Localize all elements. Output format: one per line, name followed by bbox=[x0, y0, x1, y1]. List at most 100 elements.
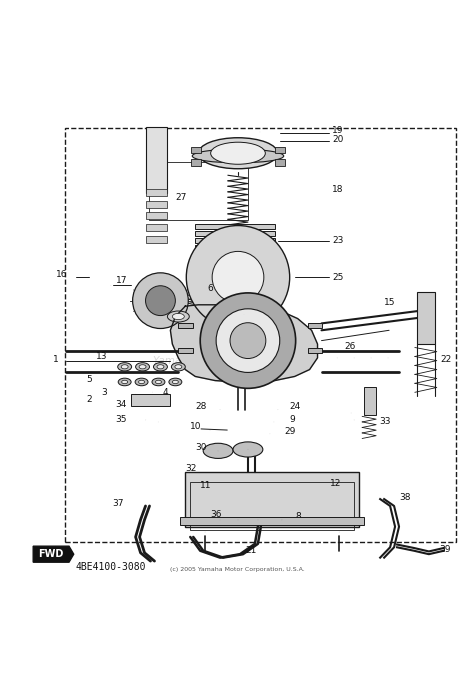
Text: 5: 5 bbox=[86, 375, 91, 384]
Text: 28: 28 bbox=[195, 402, 207, 410]
Ellipse shape bbox=[118, 378, 131, 386]
Text: FWD: FWD bbox=[38, 549, 64, 560]
Text: 30: 30 bbox=[195, 443, 207, 452]
Text: 15: 15 bbox=[384, 298, 396, 307]
Ellipse shape bbox=[210, 142, 265, 164]
Text: 8: 8 bbox=[296, 512, 301, 521]
Text: 39: 39 bbox=[439, 545, 450, 554]
Bar bbox=[191, 147, 201, 153]
Ellipse shape bbox=[122, 380, 128, 384]
Bar bbox=[131, 394, 170, 406]
Text: 29: 29 bbox=[285, 427, 296, 436]
Ellipse shape bbox=[173, 313, 184, 319]
Text: 9: 9 bbox=[290, 415, 295, 424]
Ellipse shape bbox=[192, 149, 284, 163]
Ellipse shape bbox=[203, 443, 233, 458]
Text: 4BE4100-3080: 4BE4100-3080 bbox=[76, 562, 146, 572]
Ellipse shape bbox=[136, 363, 149, 371]
Bar bbox=[190, 482, 354, 530]
Bar bbox=[364, 387, 376, 415]
Text: 24: 24 bbox=[290, 402, 301, 410]
Text: 35: 35 bbox=[116, 415, 127, 424]
Bar bbox=[148, 161, 248, 220]
Text: 26: 26 bbox=[345, 341, 356, 351]
Text: 32: 32 bbox=[185, 464, 197, 473]
Ellipse shape bbox=[135, 378, 148, 386]
Polygon shape bbox=[170, 305, 318, 382]
Text: (c) 2005 Yamaha Motor Corporation, U.S.A.: (c) 2005 Yamaha Motor Corporation, U.S.A… bbox=[170, 566, 304, 572]
Bar bbox=[146, 201, 167, 208]
Ellipse shape bbox=[155, 380, 162, 384]
Ellipse shape bbox=[172, 363, 185, 371]
Text: 20: 20 bbox=[332, 135, 344, 144]
Text: 34: 34 bbox=[116, 399, 127, 408]
Text: 22: 22 bbox=[441, 355, 452, 364]
Circle shape bbox=[216, 308, 280, 372]
Bar bbox=[146, 224, 167, 231]
Text: 38: 38 bbox=[399, 493, 410, 502]
Bar bbox=[195, 231, 275, 236]
Ellipse shape bbox=[233, 442, 263, 457]
Bar bbox=[417, 292, 435, 344]
Text: 21: 21 bbox=[245, 547, 256, 555]
Circle shape bbox=[186, 226, 290, 329]
Text: 37: 37 bbox=[113, 499, 124, 508]
Bar bbox=[195, 245, 275, 250]
Circle shape bbox=[133, 273, 188, 328]
Ellipse shape bbox=[118, 363, 132, 371]
Circle shape bbox=[200, 293, 296, 389]
Text: 12: 12 bbox=[329, 479, 341, 488]
Bar bbox=[275, 159, 285, 166]
Ellipse shape bbox=[152, 378, 165, 386]
Bar bbox=[308, 347, 322, 353]
Bar bbox=[191, 159, 201, 166]
Text: 16: 16 bbox=[56, 270, 68, 279]
Text: 13: 13 bbox=[96, 352, 107, 361]
Bar bbox=[195, 224, 275, 229]
Bar bbox=[308, 323, 322, 328]
Text: 31: 31 bbox=[364, 405, 376, 414]
Ellipse shape bbox=[139, 365, 146, 369]
Text: 18: 18 bbox=[332, 185, 344, 194]
Ellipse shape bbox=[198, 137, 278, 169]
Ellipse shape bbox=[167, 311, 189, 322]
Circle shape bbox=[230, 323, 266, 358]
Text: 23: 23 bbox=[332, 236, 344, 246]
Ellipse shape bbox=[173, 380, 178, 384]
Circle shape bbox=[146, 286, 175, 315]
Bar bbox=[178, 347, 193, 353]
Ellipse shape bbox=[138, 380, 145, 384]
Bar bbox=[195, 238, 275, 243]
Text: 4: 4 bbox=[163, 388, 168, 397]
Bar bbox=[195, 248, 250, 277]
Bar bbox=[185, 471, 359, 527]
Bar bbox=[146, 189, 167, 196]
Bar bbox=[146, 127, 167, 192]
Ellipse shape bbox=[175, 365, 182, 369]
Text: 25: 25 bbox=[332, 273, 344, 282]
Ellipse shape bbox=[154, 363, 167, 371]
Text: 14: 14 bbox=[252, 319, 263, 328]
Bar bbox=[275, 147, 285, 153]
Ellipse shape bbox=[121, 365, 128, 369]
Bar bbox=[146, 236, 167, 243]
Bar bbox=[146, 213, 167, 220]
Text: 27: 27 bbox=[175, 193, 187, 202]
Text: 33: 33 bbox=[379, 417, 391, 426]
Circle shape bbox=[212, 252, 264, 303]
Bar bbox=[178, 323, 193, 328]
Text: Yamaha Motor Corp, U.S.A.: Yamaha Motor Corp, U.S.A. bbox=[153, 356, 293, 366]
Bar bbox=[65, 128, 456, 542]
Text: 7: 7 bbox=[255, 305, 261, 314]
Text: 1: 1 bbox=[53, 355, 59, 364]
Text: 10: 10 bbox=[190, 422, 202, 431]
Text: 11: 11 bbox=[200, 481, 212, 490]
Ellipse shape bbox=[169, 378, 182, 386]
Text: 17: 17 bbox=[116, 276, 127, 285]
Text: 36: 36 bbox=[210, 510, 222, 519]
Text: 2: 2 bbox=[86, 395, 91, 404]
Bar bbox=[180, 517, 364, 525]
Text: 19: 19 bbox=[332, 126, 344, 135]
Text: 3: 3 bbox=[101, 388, 107, 397]
Polygon shape bbox=[33, 547, 74, 562]
